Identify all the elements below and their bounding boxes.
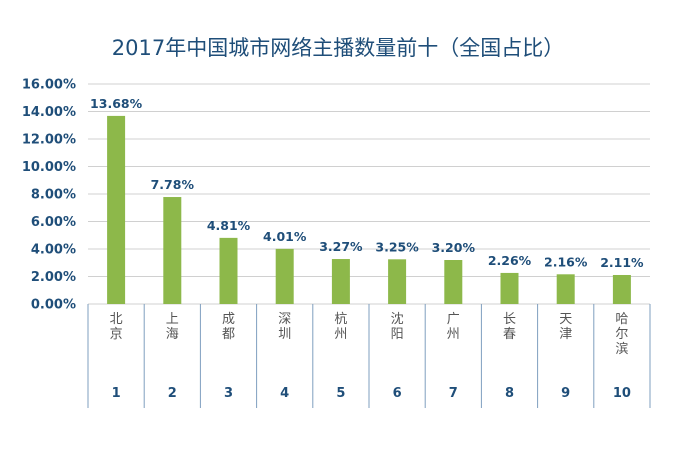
x-tick-label: 哈尔滨: [615, 312, 628, 357]
bar: [331, 259, 350, 304]
data-label: 3.27%: [319, 239, 363, 254]
chart-title: 2017年中国城市网络主播数量前十（全国占比）: [112, 36, 564, 60]
x-tick-label: 北京: [110, 312, 123, 342]
x-tick-label: 广州: [447, 312, 460, 342]
x-tick-label: 杭州: [334, 312, 347, 342]
y-tick-label: 8.00%: [31, 188, 76, 203]
data-label: 13.68%: [90, 96, 143, 111]
data-label: 3.25%: [375, 239, 419, 254]
y-tick-label: 16.00%: [22, 78, 76, 93]
data-label: 2.11%: [600, 255, 644, 270]
data-labels: 13.68% 7.78% 4.81% 4.01% 3.27% 3.25% 3.20% 2.26…: [90, 96, 644, 270]
y-tick-label: 12.00%: [22, 133, 76, 148]
y-tick-label: 2.00%: [31, 270, 76, 285]
rank-label: 5: [336, 386, 345, 401]
bar: [556, 274, 575, 304]
rank-label: 10: [613, 386, 631, 401]
bar: [444, 260, 463, 304]
bar: [163, 197, 182, 304]
bar: [107, 115, 126, 305]
x-tick-label: 沈阳: [391, 312, 404, 342]
bar: [219, 237, 238, 304]
x-tick-label: 上海: [166, 312, 179, 342]
y-tick-label: 0.00%: [31, 298, 76, 313]
rank-label: 9: [561, 386, 570, 401]
y-tick-label: 10.00%: [22, 160, 76, 175]
x-tick-label: 长春: [503, 312, 516, 342]
rank-label: 1: [112, 386, 121, 401]
bar: [500, 272, 519, 304]
rank-label: 6: [393, 386, 402, 401]
data-label: 4.81%: [207, 218, 251, 233]
category-table: 北京 1 上海 2 成都 3 深圳 4 杭州 5 沈阳 6 广州 7 长春 8 天津 9 哈尔滨 10: [87, 304, 651, 408]
bar: [612, 274, 631, 304]
bars: [107, 115, 631, 305]
data-label: 7.78%: [151, 177, 195, 192]
data-label: 4.01%: [263, 229, 307, 244]
x-tick-label: 天津: [559, 312, 572, 342]
data-label: 2.26%: [488, 253, 532, 268]
data-label: 3.20%: [432, 240, 476, 255]
rank-label: 4: [280, 386, 289, 401]
y-tick-label: 4.00%: [31, 243, 76, 258]
y-tick-label: 6.00%: [31, 215, 76, 230]
data-label: 2.16%: [544, 254, 588, 269]
rank-label: 7: [449, 386, 458, 401]
x-tick-label: 成都: [222, 312, 235, 342]
y-tick-label: 14.00%: [22, 105, 76, 120]
bar: [275, 248, 294, 304]
bar: [388, 259, 407, 304]
rank-label: 2: [168, 386, 177, 401]
y-axis: 0.00% 2.00% 4.00% 6.00% 8.00% 10.00% 12.00% 14.…: [22, 78, 76, 313]
rank-label: 3: [224, 386, 233, 401]
x-tick-label: 深圳: [278, 312, 291, 342]
rank-label: 8: [505, 386, 514, 401]
